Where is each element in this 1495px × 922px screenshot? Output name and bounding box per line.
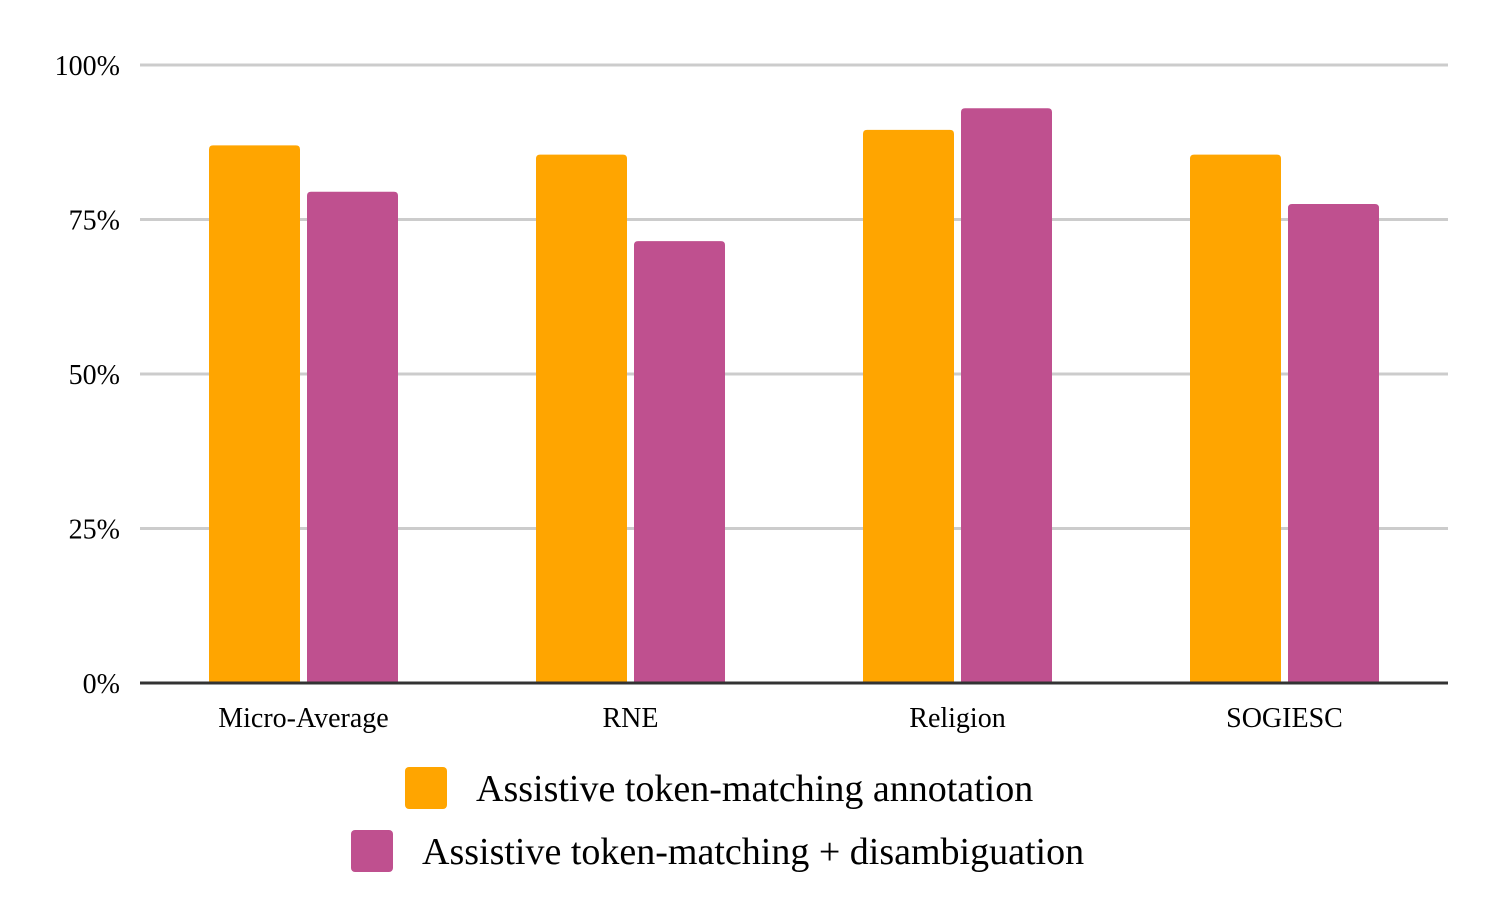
bar-rne-series-1[interactable]: [536, 154, 627, 684]
bar-sogiesc-series-1[interactable]: [1190, 154, 1281, 684]
bar-rne-series-2[interactable]: [634, 241, 725, 683]
x-category-label: SOGIESC: [1226, 703, 1343, 734]
bar-sogiesc-series-2[interactable]: [1288, 204, 1379, 684]
bar-religion-series-2[interactable]: [961, 108, 1052, 683]
bar-micro-average-series-2[interactable]: [307, 191, 398, 683]
y-tick-label: 25%: [69, 515, 120, 546]
y-tick-label: 0%: [83, 669, 120, 700]
x-category-label: RNE: [603, 703, 659, 734]
y-tick-label: 75%: [69, 206, 120, 237]
bar-religion-series-1[interactable]: [863, 129, 954, 683]
x-axis-categories: Micro-Average RNE Religion SOGIESC: [218, 703, 1343, 734]
bar-micro-average-series-1[interactable]: [209, 145, 300, 684]
legend: Assistive token-matching annotation Assi…: [351, 767, 1084, 873]
x-category-label: Religion: [909, 703, 1005, 734]
legend-label-annotation: Assistive token-matching annotation: [476, 768, 1033, 810]
bars: [209, 108, 1379, 684]
legend-label-disambiguation: Assistive token-matching + disambiguatio…: [422, 831, 1084, 873]
y-tick-label: 100%: [55, 51, 120, 82]
legend-swatch-disambiguation: [351, 830, 393, 872]
y-tick-label: 50%: [69, 360, 120, 391]
x-category-label: Micro-Average: [218, 703, 389, 734]
y-axis-ticks: 0% 25% 50% 75% 100%: [55, 51, 120, 700]
legend-item-annotation[interactable]: Assistive token-matching annotation: [405, 767, 1033, 810]
legend-swatch-annotation: [405, 767, 447, 809]
legend-item-disambiguation[interactable]: Assistive token-matching + disambiguatio…: [351, 830, 1084, 873]
